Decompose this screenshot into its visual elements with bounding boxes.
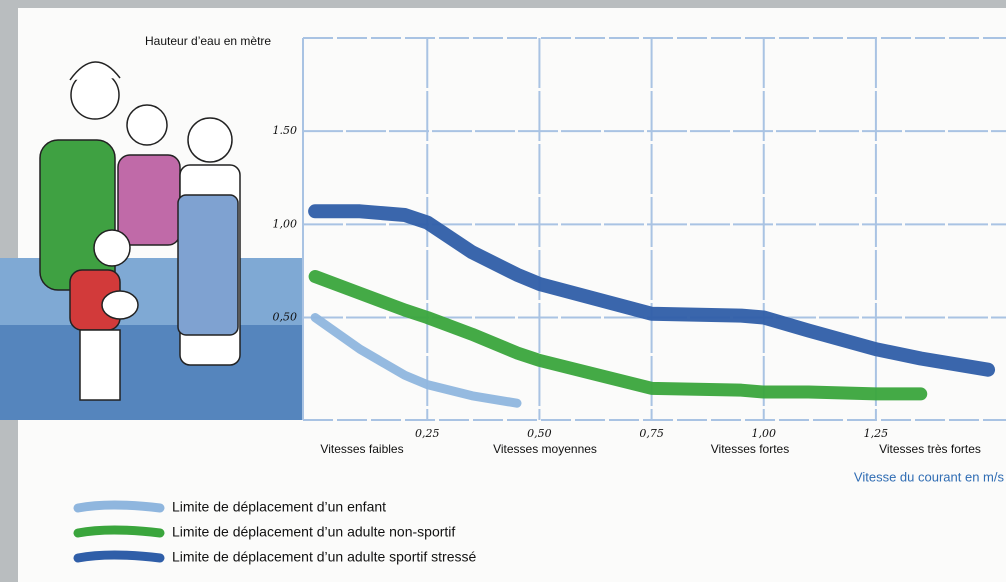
y-tick-label: 1.50 xyxy=(273,124,298,137)
water-deep xyxy=(0,325,303,420)
y-tick-label: 1,00 xyxy=(273,217,298,230)
x-axis-label: Vitesse du courant en m/s xyxy=(854,469,1005,484)
speed-label: Vitesses faibles xyxy=(320,442,403,456)
x-tick-label: 1,00 xyxy=(751,427,776,440)
chart: Hauteur d’eau en mètre Vitesse du couran… xyxy=(0,0,1006,582)
legend-label: Limite de déplacement d’un adulte non-sp… xyxy=(172,524,455,540)
x-tick-label: 0,75 xyxy=(639,427,664,440)
legend-label: Limite de déplacement d’un adulte sporti… xyxy=(172,549,476,565)
y-tick-label: 0,50 xyxy=(273,311,298,324)
legend-swatch xyxy=(78,505,160,508)
x-tick-label: 1,25 xyxy=(864,427,889,440)
speed-label: Vitesses fortes xyxy=(711,442,789,456)
x-tick-label: 0,50 xyxy=(527,427,552,440)
y-axis-label: Hauteur d’eau en mètre xyxy=(145,34,271,48)
speed-label: Vitesses très fortes xyxy=(879,442,981,456)
legend-label: Limite de déplacement d’un enfant xyxy=(172,499,386,515)
legend-swatch xyxy=(78,555,160,558)
speed-label: Vitesses moyennes xyxy=(493,442,597,456)
x-tick-label: 0,25 xyxy=(415,427,440,440)
page: Hauteur d’eau en mètre Vitesse du couran… xyxy=(0,0,1006,582)
legend-swatch xyxy=(78,530,160,533)
